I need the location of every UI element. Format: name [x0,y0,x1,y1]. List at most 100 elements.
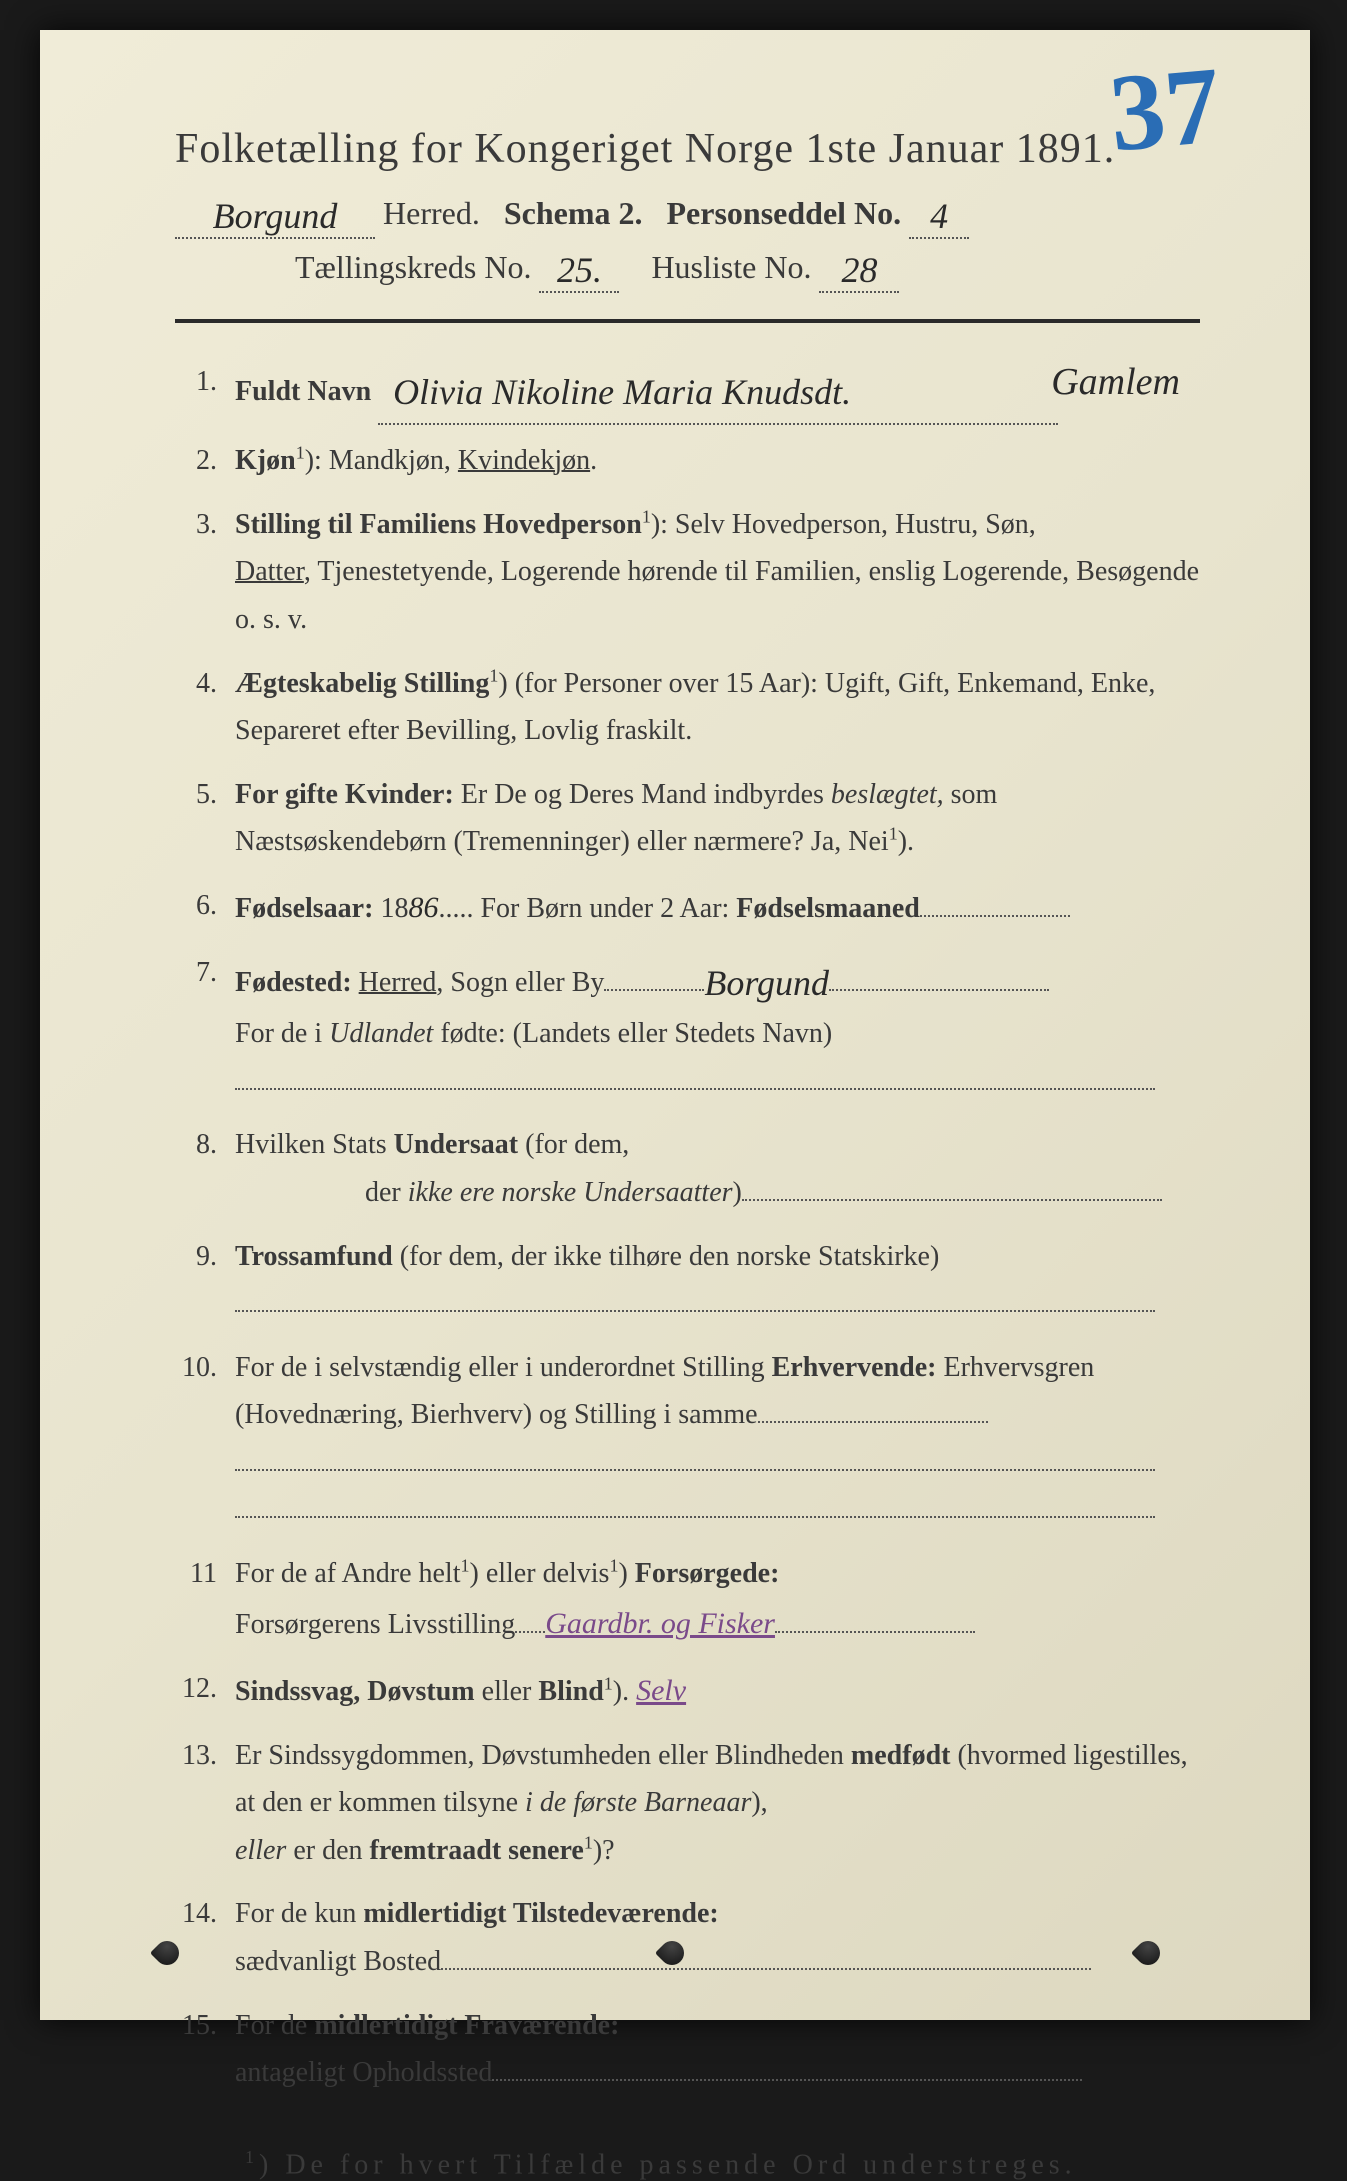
dotted-blank [742,1199,1162,1201]
text: For de [235,2010,314,2041]
text: , Sogn eller By [436,967,604,998]
sup: 1 [245,2147,259,2167]
text: ): Mandkjøn, [305,445,458,476]
text: Er Sindssygdommen, Døvstumheden eller Bl… [235,1740,851,1771]
underlined-option: Datter [235,556,304,587]
underlined-option: Kvindekjøn [458,445,590,476]
disability-handwritten: Selv [636,1674,686,1707]
text: er den [286,1835,369,1866]
text: o. s. v. [235,604,307,635]
form-title: Folketælling for Kongeriget Norge 1ste J… [175,125,1200,173]
entry-label: Ægteskabelig Stilling [235,668,489,699]
italic: i de første Barneaar [525,1787,751,1818]
entry-num: 7. [175,949,235,1105]
italic: beslægtet, [831,779,944,810]
entry-5: 5. For gifte Kvinder: Er De og Deres Man… [175,771,1200,866]
dotted [515,1631,545,1633]
husliste-label: Husliste No. [651,249,811,285]
italic: Udlandet [329,1018,433,1049]
entry-4: 4. Ægteskabelig Stilling1) (for Personer… [175,660,1200,755]
dotted-blank [235,1516,1155,1518]
entry-num: 11 [175,1550,235,1649]
entry-num: 14. [175,1890,235,1985]
bold: medfødt [851,1740,951,1771]
bold: Blind [538,1676,603,1707]
schema-label: Schema 2. [504,195,643,231]
entry-7: 7. Fødested: Herred, Sogn eller ByBorgun… [175,949,1200,1105]
entry-num: 2. [175,437,235,485]
text: ). [613,1676,636,1707]
year-prefix: 18 [373,893,408,924]
personseddel-no: 4 [909,195,969,239]
text: (for dem, der ikke tilhøre den norske St… [393,1241,940,1272]
entry-3: 3. Stilling til Familiens Hovedperson1):… [175,501,1200,644]
sup: 1 [889,824,898,844]
entry-2: 2. Kjøn1): Mandkjøn, Kvindekjøn. [175,437,1200,485]
text: For de i [235,1018,329,1049]
header-line-2: Tællingskreds No. 25. Husliste No. 28 [295,245,1200,289]
entry-num: 13. [175,1732,235,1875]
text: eller [475,1676,539,1707]
dotted-blank [235,1469,1155,1471]
text: For de kun [235,1898,363,1929]
text: ). [898,826,914,857]
personseddel-label: Personseddel No. [666,195,901,231]
herred-label: Herred. [383,195,480,231]
bold: midlertidigt Tilstedeværende: [363,1898,718,1929]
sup: 1 [642,506,651,526]
bold: fremtraadt senere [370,1835,584,1866]
text: ), [751,1787,767,1818]
entry-num: 4. [175,660,235,755]
header-line-1: Borgund Herred. Schema 2. Personseddel N… [175,191,1200,235]
entry-num: 15. [175,2002,235,2097]
husliste-no: 28 [819,249,899,293]
entry-label: Fødselsaar: [235,893,373,924]
dotted-blank [235,1088,1155,1090]
dotted-blank [492,2079,1082,2081]
text: , Tjenestetyende, Logerende hørende til … [304,556,1199,587]
entry-num: 5. [175,771,235,866]
bold: Undersaat [394,1129,518,1160]
entry-8: 8. Hvilken Stats Undersaat (for dem, der… [175,1121,1200,1216]
entry-num: 6. [175,882,235,933]
underlined-option: Herred [359,967,437,998]
dotted [758,1421,988,1423]
text: der [365,1177,408,1208]
text: antageligt Opholdssted [235,2057,492,2088]
sup: 1 [584,1833,593,1853]
provider-handwritten: Gaardbr. og Fisker [545,1607,775,1640]
entry-num: 9. [175,1233,235,1328]
name-handwritten: Olivia Nikoline Maria Knudsdt. [378,362,1058,425]
kreds-no: 25. [539,249,619,293]
dotted [604,989,704,991]
text: sædvanligt Bosted [235,1946,441,1977]
bold: Sindssvag, Døvstum [235,1676,475,1707]
text: ) [733,1177,742,1208]
herred-handwritten: Borgund [175,195,375,239]
birthplace-handwritten: Borgund [704,963,829,1003]
text: Forsørgerens Livsstilling [235,1609,515,1640]
kreds-label: Tællingskreds No. [295,249,531,285]
footnote-text: ) De for hvert Tilfælde passende Ord und… [259,2149,1077,2180]
entry-label: Stilling til Familiens Hovedperson [235,509,642,540]
bold: Forsørgede: [635,1558,780,1589]
entry-13: 13. Er Sindssygdommen, Døvstumheden elle… [175,1732,1200,1875]
text: Hvilken Stats [235,1129,394,1160]
entry-num: 8. [175,1121,235,1216]
census-form-paper: 37 Folketælling for Kongeriget Norge 1st… [40,30,1310,2020]
bold: midlertidigt Fraværende: [314,2010,619,2041]
entry-label: For gifte Kvinder: [235,779,454,810]
entry-num: 10. [175,1344,235,1534]
entry-num: 3. [175,501,235,644]
bold: Erhvervende: [772,1352,937,1383]
bold: Trossamfund [235,1241,393,1272]
entry-num: 1. [175,358,235,421]
sup: 1 [461,1556,470,1576]
text: )? [593,1835,615,1866]
dotted-blank [920,915,1070,917]
entry-12: 12. Sindssvag, Døvstum eller Blind1). Se… [175,1665,1200,1716]
dotted [829,989,1049,991]
italic: ikke ere norske Undersaatter [408,1177,733,1208]
dotted [775,1631,975,1633]
dotted-blank [235,1310,1155,1312]
